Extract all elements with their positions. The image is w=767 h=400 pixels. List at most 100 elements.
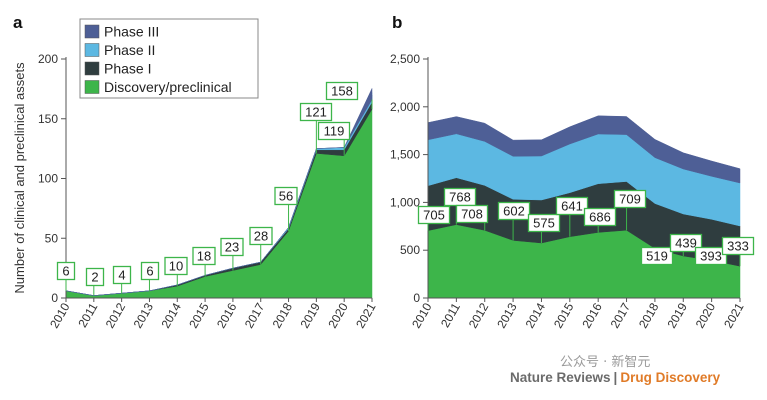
legend-label-phase-iii: Phase III [104,24,159,40]
y-tick-label: 100 [38,172,58,186]
panel-b-axes [427,57,740,299]
callout-box [527,213,561,233]
callout-box [164,256,188,276]
y-tick-label: 50 [45,231,59,245]
x-tick-label: 2013 [494,300,520,330]
callout-value: 709 [619,192,641,207]
x-tick-label: 2018 [270,300,296,330]
panel-a-y-ticks: 0 50 100 150 200 [38,52,66,305]
x-tick-label: 2017 [608,300,634,330]
x-tick-label: 2019 [664,300,690,330]
callout-value: 705 [423,208,445,223]
area-phase-iii [65,88,373,296]
callout-value: 686 [589,210,611,225]
y-tick-label: 500 [400,243,420,257]
y-tick-label: 2,000 [390,100,420,114]
callout-value: 28 [254,229,268,244]
callout-box [613,189,647,209]
x-tick-label: 2017 [242,300,268,330]
callout-value: 119 [324,124,345,139]
area-phase-iii [427,115,741,184]
panel-a-callouts: 6 2 4 6 10 18 23 28 56 121 119 158 [56,81,373,296]
callout-value: 158 [331,84,353,99]
legend-label-phase-i: Phase I [104,61,151,77]
credit-journal: Nature Reviews [510,370,611,385]
x-tick-label: 2011 [438,300,463,330]
panel-b-letter: b [392,13,402,32]
panel-a-axes [65,57,372,299]
callout-value: 10 [169,259,183,274]
callout-value: 393 [700,249,722,264]
panel-a: a 0 50 100 150 200 2010 2011 2012 2013 2014 2015 2… [12,13,379,331]
panel-a-letter: a [13,13,23,32]
x-tick-label: 2014 [158,300,184,330]
callout-box [669,233,703,253]
callout-value: 439 [675,236,697,251]
legend-label-discovery-preclinical: Discovery/preclinical [104,79,232,95]
callout-box [325,81,359,101]
callout-box [455,204,489,224]
y-tick-label: 2,500 [390,52,420,66]
x-tick-label: 2012 [466,300,492,330]
callout-value: 575 [533,216,555,231]
callout-box [220,237,244,257]
callout-value: 708 [461,207,483,222]
callout-box [56,261,76,281]
callout-box [640,246,674,266]
legend-swatch-phase-iii [84,24,100,39]
legend-swatch-phase-i [84,61,100,76]
x-tick-label: 2012 [103,300,129,330]
legend-label-phase-ii: Phase II [104,42,155,58]
callout-box [417,205,451,225]
callout-value: 18 [197,249,211,264]
callout-value: 519 [646,249,668,264]
callout-box [583,207,617,227]
credit-title: Drug Discovery [620,370,721,385]
x-tick-label: 2015 [551,300,577,330]
callout-box [721,236,755,256]
x-tick-label: 2018 [636,300,662,330]
callout-box [497,201,531,221]
x-tick-label: 2016 [579,300,605,330]
callout-box [274,186,298,206]
x-tick-label: 2020 [693,300,719,330]
legend: Phase III Phase II Phase I Discovery/precli… [79,18,259,99]
legend-swatch-phase-ii [84,43,100,57]
panel-b-y-ticks: 0 500 1,000 1,500 2,000 2,500 [390,52,428,305]
x-tick-label: 2013 [131,300,157,330]
callout-box [140,261,160,281]
callout-box [112,265,132,285]
callout-value: 23 [225,240,239,255]
x-tick-label: 2021 [721,300,747,330]
callout-value: 4 [118,268,125,283]
callout-box [192,246,216,266]
x-tick-label: 2011 [75,300,100,330]
callout-box [249,226,273,246]
credit-separator: | [613,370,618,385]
panel-a-x-ticks: 2010 2011 2012 2013 2014 2015 2016 2017 2018 2019… [47,298,379,331]
callout-value: 333 [727,239,749,254]
callout-value: 6 [62,264,69,279]
callout-value: 121 [305,105,327,120]
callout-box [317,121,351,141]
x-tick-label: 2016 [214,300,240,330]
legend-frame [79,18,259,99]
callout-value: 56 [279,189,293,204]
callout-box [694,246,728,266]
callout-box [299,102,333,122]
callout-box [85,267,105,287]
panel-b: b 0 500 1,000 1,500 2,000 2,500 2010 2011 2012 2… [390,13,755,331]
y-tick-label: 150 [38,112,58,126]
x-tick-label: 2021 [353,300,379,330]
journal-credit: Nature Reviews | Drug Discovery [510,370,720,385]
callout-value: 6 [146,264,153,279]
y-tick-label: 1,500 [390,148,420,162]
legend-swatch-discovery-preclinical [84,80,100,94]
x-tick-label: 2014 [523,300,549,330]
callout-value: 641 [561,199,583,214]
y-tick-label: 1,000 [390,195,420,209]
panel-a-y-axis-label: Number of clinical and preclinical asset… [12,62,27,294]
watermark-text: 公众号 · 新智元 [560,355,651,370]
panel-b-x-ticks: 2010 2011 2012 2013 2014 2015 2016 2017 2018 2019… [409,298,747,331]
